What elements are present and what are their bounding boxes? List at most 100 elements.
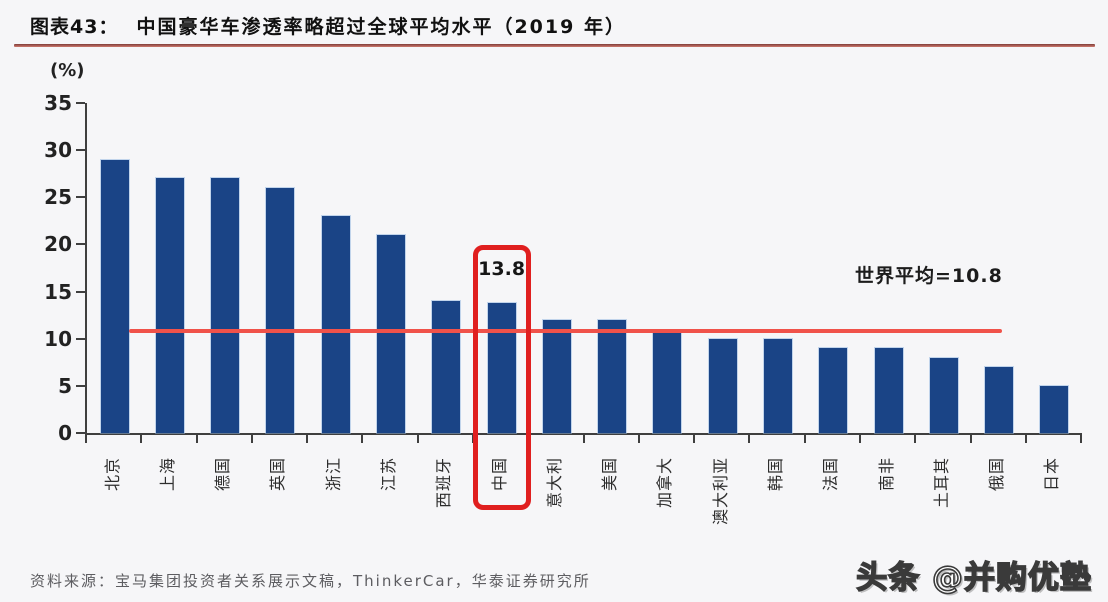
bar-column-土耳其: [916, 103, 971, 433]
x-tick-mark: [806, 435, 861, 443]
bar-土耳其: [929, 357, 958, 433]
x-label-土耳其: 土耳其: [931, 457, 951, 509]
x-label-英国: 英国: [268, 457, 288, 492]
bar-column-中国: 13.8: [472, 103, 531, 510]
x-label-上海: 上海: [157, 457, 177, 492]
y-tick-mark: [76, 149, 85, 152]
bar-chart-plot-area: 13.8 世界平均=10.8: [85, 103, 1082, 510]
x-label-江苏: 江苏: [379, 457, 399, 492]
y-tick-mark: [76, 432, 85, 434]
bar-column-北京: [87, 103, 142, 433]
bar-浙江: [321, 216, 350, 433]
bar-北京: [100, 159, 129, 433]
x-axis-labels: 北京 上海 德国 英国 浙江 江苏 西班牙 中国 意大利 美国 加拿大 澳大利亚 韩国 法国 南非 土耳其 俄国…: [85, 443, 1080, 555]
y-tick-label-20: 20: [44, 232, 72, 257]
x-label-cell-韩国: 韩国: [748, 443, 803, 555]
x-tick-mark: [916, 435, 972, 443]
x-label-俄国: 俄国: [987, 457, 1007, 492]
x-label-美国: 美国: [600, 457, 620, 492]
x-label-cell-南非: 南非: [859, 443, 914, 555]
x-tick-mark: [1027, 435, 1083, 443]
x-tick-mark: [750, 435, 806, 443]
y-tick-mark: [76, 384, 85, 387]
x-label-cell-浙江: 浙江: [306, 443, 361, 555]
x-label-cell-西班牙: 西班牙: [417, 443, 472, 555]
x-label-韩国: 韩国: [766, 457, 786, 492]
bar-column-上海: [142, 103, 197, 433]
bar-column-英国: [253, 103, 308, 433]
watermark: 头条 @并购优塾: [855, 559, 1092, 597]
x-label-cell-上海: 上海: [140, 443, 195, 555]
title-underline: [14, 44, 1095, 47]
bar-上海: [155, 178, 184, 433]
x-tick-mark: [585, 435, 640, 443]
x-label-cell-土耳其: 土耳其: [914, 443, 969, 555]
bar-column-浙江: [308, 103, 363, 433]
y-tick-label-15: 15: [44, 279, 72, 304]
figure-number-label: 图表43：: [30, 15, 119, 38]
x-tick-mark: [474, 435, 530, 443]
bar-加拿大: [653, 333, 682, 433]
world-average-label: 世界平均=10.8: [855, 265, 1003, 287]
x-label-西班牙: 西班牙: [434, 457, 454, 509]
x-tick-mark: [695, 435, 751, 443]
bar-column-美国: [585, 103, 640, 433]
y-axis-unit-label: (%): [50, 60, 85, 81]
y-tick-label-0: 0: [58, 421, 72, 445]
x-label-cell-日本: 日本: [1025, 443, 1080, 555]
x-tick-mark: [198, 435, 253, 443]
bar-column-西班牙: [419, 103, 474, 433]
x-tick-mark: [363, 435, 419, 443]
bar-南非: [874, 348, 903, 433]
bar-column-江苏: [363, 103, 418, 433]
x-label-中国: 中国: [489, 457, 509, 492]
bar-意大利: [542, 319, 571, 433]
y-tick-label-30: 30: [44, 138, 72, 163]
bar-澳大利亚: [708, 338, 737, 433]
bar-column-德国: [198, 103, 253, 433]
bar-column-韩国: [750, 103, 805, 433]
x-label-cell-俄国: 俄国: [970, 443, 1025, 555]
y-tick-mark: [76, 102, 85, 104]
bar-column-意大利: [529, 103, 584, 433]
x-label-cell-中国: 中国: [472, 443, 527, 555]
bar-俄国: [985, 367, 1014, 433]
x-tick-mark: [972, 435, 1027, 443]
x-tick-mark: [142, 435, 198, 443]
bar-column-俄国: [972, 103, 1027, 433]
figure-title: 中国豪华车渗透率略超过全球平均水平（2019 年）: [136, 15, 626, 38]
x-label-澳大利亚: 澳大利亚: [710, 457, 730, 526]
bar-column-日本: [1027, 103, 1082, 433]
x-label-cell-澳大利亚: 澳大利亚: [693, 443, 748, 555]
x-label-cell-德国: 德国: [196, 443, 251, 555]
bar-美国: [598, 319, 627, 433]
y-tick-mark: [76, 290, 85, 293]
y-tick-label-5: 5: [58, 373, 72, 398]
bar-法国: [819, 348, 848, 433]
x-tick-mark: [253, 435, 309, 443]
x-label-意大利: 意大利: [544, 457, 564, 509]
highlight-value-label: 13.8: [478, 258, 526, 280]
x-label-加拿大: 加拿大: [655, 457, 675, 509]
x-label-北京: 北京: [102, 457, 122, 492]
x-label-cell-北京: 北京: [85, 443, 140, 555]
bar-德国: [211, 178, 240, 433]
bar-西班牙: [432, 301, 461, 433]
x-label-cell-加拿大: 加拿大: [638, 443, 693, 555]
x-label-cell-法国: 法国: [804, 443, 859, 555]
x-label-cell-英国: 英国: [251, 443, 306, 555]
x-tick-mark: [861, 435, 917, 443]
x-label-cell-意大利: 意大利: [527, 443, 582, 555]
y-tick-mark: [76, 196, 85, 199]
bar-column-法国: [806, 103, 861, 433]
x-label-日本: 日本: [1042, 457, 1062, 492]
x-tick-mark: [308, 435, 364, 443]
y-tick-mark: [76, 337, 85, 340]
x-label-浙江: 浙江: [323, 457, 343, 492]
x-tick-mark: [529, 435, 585, 443]
x-tick-mark: [419, 435, 474, 443]
bar-江苏: [377, 235, 406, 433]
y-tick-label-35: 35: [44, 91, 72, 115]
source-note: 资料来源：宝马集团投资者关系展示文稿，ThinkerCar，华泰证券研究所: [30, 572, 591, 590]
